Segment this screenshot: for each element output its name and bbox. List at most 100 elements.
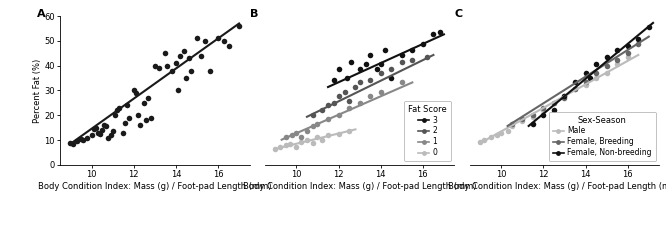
X-axis label: Body Condition Index: Mass (g) / Foot-pad Length (mm): Body Condition Index: Mass (g) / Foot-pa…: [243, 182, 476, 191]
Text: B: B: [250, 9, 258, 19]
Point: [89, 127, 99, 131]
Point: [365, 53, 376, 57]
Point: [549, 101, 559, 105]
Text: C: C: [454, 9, 463, 19]
Point: [295, 136, 306, 139]
Point: [407, 49, 418, 52]
Point: [160, 52, 170, 55]
Point: [376, 71, 386, 75]
Point: [172, 89, 183, 92]
Point: [418, 42, 428, 45]
Point: [396, 60, 407, 64]
Point: [103, 136, 114, 139]
Point: [291, 145, 302, 148]
Point: [422, 55, 432, 59]
Point: [333, 94, 344, 98]
Point: [308, 141, 318, 145]
Point: [360, 62, 371, 66]
Point: [329, 78, 340, 82]
Point: [183, 56, 194, 60]
Point: [506, 124, 517, 128]
Point: [118, 131, 129, 134]
Point: [111, 109, 122, 112]
Point: [376, 90, 386, 93]
Point: [82, 136, 93, 139]
Point: [76, 137, 87, 141]
Point: [196, 54, 206, 57]
Point: [623, 55, 633, 59]
Point: [580, 71, 591, 75]
Point: [323, 104, 334, 107]
Point: [219, 39, 230, 43]
Point: [569, 87, 580, 91]
Point: [538, 108, 549, 112]
Point: [280, 136, 291, 139]
Point: [223, 44, 234, 48]
Point: [434, 30, 445, 34]
Point: [559, 94, 570, 98]
Point: [154, 66, 165, 70]
Point: [95, 132, 105, 136]
Point: [354, 81, 365, 84]
Point: [623, 44, 633, 48]
Point: [135, 123, 145, 127]
Point: [591, 71, 601, 75]
Point: [170, 61, 181, 65]
Point: [386, 67, 396, 71]
Point: [316, 138, 327, 142]
Point: [601, 55, 612, 59]
Point: [333, 113, 344, 116]
Point: [585, 76, 595, 80]
Point: [105, 133, 116, 137]
Point: [99, 123, 109, 127]
Point: [93, 131, 103, 134]
Point: [559, 94, 570, 98]
Point: [270, 147, 280, 151]
Point: [234, 24, 244, 28]
Point: [502, 129, 513, 132]
Point: [342, 76, 352, 80]
Point: [312, 122, 323, 125]
Point: [517, 120, 527, 123]
Point: [179, 49, 190, 53]
Point: [181, 76, 192, 80]
Point: [517, 117, 527, 121]
Point: [591, 76, 601, 80]
Point: [109, 113, 120, 117]
Point: [302, 129, 312, 132]
Legend: 3, 2, 1, 0: 3, 2, 1, 0: [404, 101, 451, 161]
Point: [149, 64, 160, 68]
Point: [78, 138, 89, 142]
Point: [143, 96, 154, 100]
Point: [623, 51, 633, 55]
Point: [354, 67, 365, 71]
Point: [633, 42, 643, 45]
Point: [549, 108, 559, 112]
Point: [612, 58, 623, 61]
Point: [120, 121, 131, 125]
Point: [527, 115, 538, 119]
Point: [200, 39, 210, 43]
Point: [580, 83, 591, 87]
Point: [380, 49, 390, 52]
Point: [333, 67, 344, 71]
Point: [285, 142, 296, 146]
Point: [204, 69, 215, 72]
Point: [312, 136, 323, 139]
Point: [185, 69, 196, 72]
Text: A: A: [37, 9, 46, 19]
Point: [302, 138, 312, 142]
Point: [407, 58, 418, 61]
Point: [316, 108, 327, 112]
Point: [527, 113, 538, 116]
Point: [612, 49, 623, 52]
Point: [371, 67, 382, 71]
Point: [333, 132, 344, 136]
Point: [97, 128, 107, 132]
Point: [506, 122, 517, 125]
X-axis label: Body Condition Index: Mass (g) / Foot-pad Length (mm): Body Condition Index: Mass (g) / Foot-pa…: [448, 182, 666, 191]
Point: [633, 37, 643, 41]
Point: [323, 117, 334, 121]
Point: [308, 124, 318, 128]
Point: [162, 64, 172, 68]
